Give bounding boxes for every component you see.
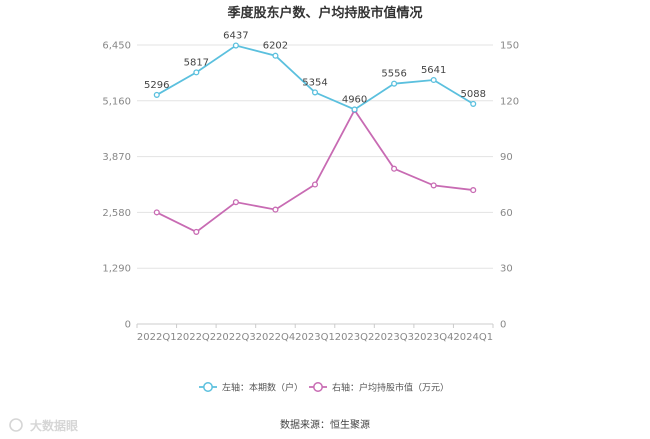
x-axis-tick-label: 2024Q1: [453, 332, 493, 343]
x-axis-tick-label: 2023Q3: [374, 332, 414, 343]
watermark-text: 大数据眼: [30, 418, 78, 433]
x-axis-tick-label: 2022Q1: [137, 332, 177, 343]
series-layer: [153, 42, 477, 235]
legend-label: 右轴：户均持股市值（万元）: [332, 382, 449, 394]
right-axis-tick-label: 150: [500, 41, 519, 52]
data-label: 5641: [421, 65, 446, 76]
legend-label: 左轴：本期数（户）: [222, 382, 303, 394]
data-point-avg-holding-value: [153, 209, 160, 216]
right-axis-tick-label: 120: [500, 96, 519, 107]
x-axis-tick-label: 2023Q1: [295, 332, 335, 343]
data-point-avg-holding-value: [272, 206, 279, 213]
x-axis-tick-label: 2023Q2: [335, 332, 375, 343]
left-axis-tick-label: 1,290: [102, 264, 131, 275]
data-point-households: [153, 91, 160, 98]
data-labels: 5296 5817 6437 6202 5354 4960 5556 5641 5088: [144, 31, 486, 106]
right-axis-tick-label: 0: [500, 320, 506, 331]
right-axis-tick-label: 30: [500, 264, 513, 275]
data-point-avg-holding-value: [193, 228, 200, 235]
legend-marker: [313, 382, 323, 392]
watermark: 大数据眼: [9, 418, 78, 433]
data-point-households: [311, 89, 319, 96]
data-point-avg-holding-value: [470, 187, 477, 194]
legend-marker: [203, 382, 213, 392]
left-axis-tick-label: 6,450: [102, 41, 131, 52]
right-axis-tick-label: 90: [500, 152, 513, 163]
data-point-households: [351, 106, 358, 113]
data-label: 6437: [223, 31, 248, 42]
left-axis-tick-label: 0: [125, 320, 131, 331]
watermark-logo-icon: [9, 418, 23, 432]
left-axis-tick-label: 3,870: [102, 152, 131, 163]
right-axis-tick-label: 60: [500, 208, 513, 219]
data-label: 5296: [144, 80, 169, 91]
chart-title: 季度股东户数、户均持股市值情况: [226, 5, 422, 21]
data-label: 5817: [184, 57, 209, 68]
data-point-households: [193, 69, 200, 76]
data-point-households: [272, 52, 279, 59]
x-axis-tick-label: 2022Q2: [176, 332, 216, 343]
data-point-avg-holding-value: [232, 199, 239, 206]
data-point-avg-holding-value: [391, 165, 398, 172]
legend[interactable]: 左轴：本期数（户） 右轴：户均持股市值（万元）: [199, 382, 449, 394]
data-label: 5354: [302, 77, 327, 88]
series-line-avg-holding-value: [156, 108, 474, 233]
data-label: 5088: [460, 89, 485, 100]
source-note: 数据来源：恒生聚源: [280, 418, 370, 431]
data-point-avg-holding-value: [311, 181, 319, 188]
x-axis-tick-label: 2022Q4: [256, 332, 296, 343]
data-point-households: [430, 76, 437, 84]
data-label: 4960: [342, 94, 367, 105]
left-axis-tick-label: 2,580: [102, 208, 131, 219]
axes: 0 0 1,290 30 2,580 60 3,870 90 5,160 120 6,450 150 2…: [102, 41, 519, 344]
data-point-households: [232, 42, 239, 49]
x-axis-tick-label: 2022Q3: [216, 332, 256, 343]
data-label: 6202: [263, 41, 288, 52]
x-axis-tick-label: 2023Q4: [414, 332, 454, 343]
grid-lines: [137, 44, 493, 325]
data-point-households: [470, 100, 477, 107]
data-point-avg-holding-value: [430, 182, 437, 189]
data-label: 5556: [381, 69, 406, 80]
left-axis-tick-label: 5,160: [102, 96, 131, 107]
data-point-households: [391, 80, 398, 87]
